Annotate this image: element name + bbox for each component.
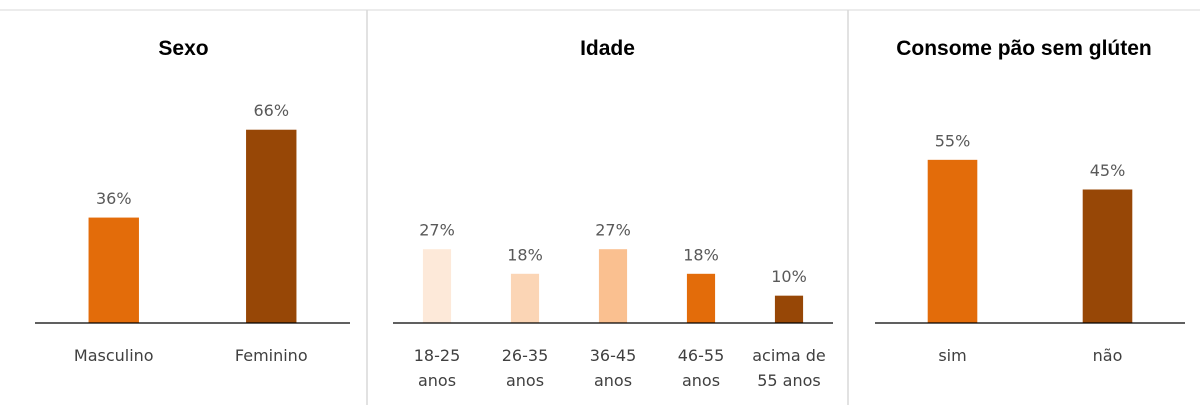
x-tick-label: acima de 55 anos	[752, 346, 826, 390]
x-tick-label: 46-55 anos	[677, 346, 725, 390]
x-tick-label: 18-25 anos	[413, 346, 461, 390]
data-label: 10%	[771, 267, 807, 286]
bar	[246, 129, 297, 323]
data-label: 18%	[683, 245, 719, 264]
chart-title: Consome pão sem glúten	[896, 37, 1152, 60]
bar	[88, 217, 139, 323]
data-label: 55%	[935, 131, 971, 150]
bar	[422, 249, 452, 323]
x-tick-label: 36-45 anos	[589, 346, 637, 390]
x-tick-label: não	[1092, 346, 1123, 365]
data-label: 45%	[1090, 161, 1126, 180]
bar	[927, 159, 978, 323]
chart-title: Idade	[580, 37, 635, 60]
data-label: 27%	[419, 221, 455, 240]
data-label: 36%	[96, 189, 132, 208]
chart-title: Sexo	[158, 37, 209, 60]
bar	[1082, 189, 1133, 323]
data-label: 18%	[507, 245, 543, 264]
data-label: 66%	[253, 101, 289, 120]
bar	[510, 273, 540, 323]
bar	[774, 295, 804, 323]
x-tick-label: sim	[938, 346, 967, 365]
x-tick-label: Masculino	[73, 346, 154, 365]
x-tick-label: 26-35 anos	[501, 346, 549, 390]
bar	[686, 273, 716, 323]
data-label: 27%	[595, 221, 631, 240]
bar	[598, 249, 628, 323]
x-tick-label: Feminino	[234, 346, 308, 365]
